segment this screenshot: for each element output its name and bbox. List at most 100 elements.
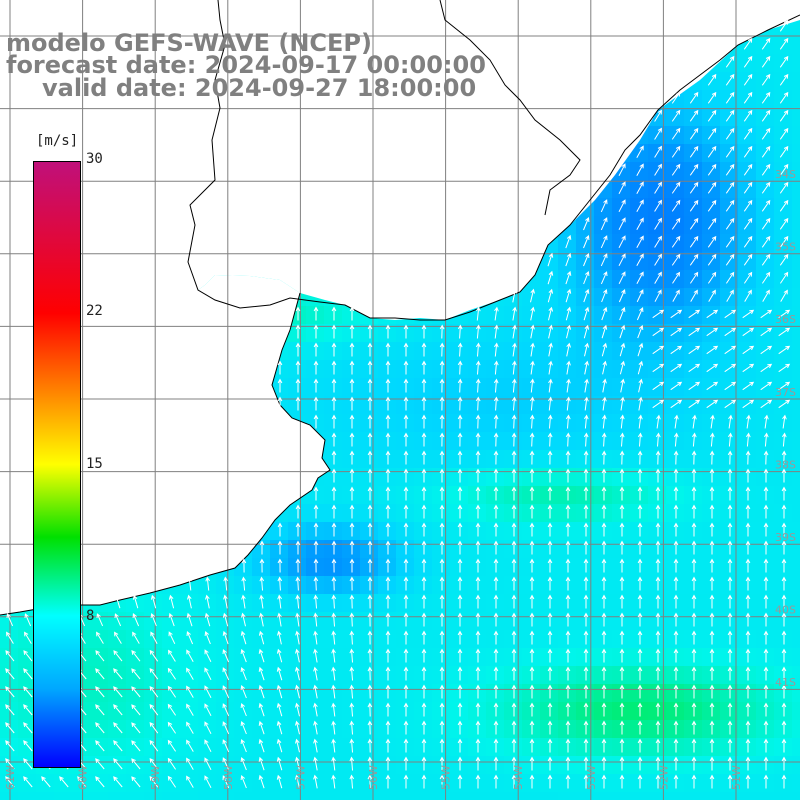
wind-speed-cell [612,702,631,721]
wind-arrow [619,306,626,321]
wind-arrow [636,163,644,176]
wind-arrow [493,486,499,501]
wind-speed-cell [666,594,685,613]
wind-arrow [241,594,246,609]
wind-speed-cell [720,630,739,649]
wind-arrow [619,684,625,699]
wind-speed-cell [180,648,199,667]
wind-speed-cell [126,666,145,685]
wind-speed-cell [792,594,800,613]
wind-speed-cell [198,702,217,721]
wind-speed-cell [648,630,667,649]
wind-arrow [637,486,643,501]
wind-speed-cell [540,792,559,800]
wind-arrow [475,396,481,411]
wind-arrow [673,432,679,447]
wind-arrow [673,774,679,789]
wind-arrow [707,73,717,86]
wind-arrow [457,522,463,537]
wind-speed-cell [270,756,289,775]
wind-speed-cell [738,504,757,523]
wind-arrow [547,756,553,771]
wind-arrow [638,414,643,429]
wind-speed-cell [792,108,800,127]
wind-speed-cell [162,630,181,649]
wind-speed-cell [540,504,559,523]
wind-arrow [724,309,737,319]
wind-arrow [113,686,123,698]
wind-speed-cell [594,486,613,505]
wind-arrow [240,667,247,681]
wind-arrow [673,684,679,699]
wind-arrow [475,504,481,519]
wind-speed-cell [486,414,505,433]
wind-arrow [149,685,159,698]
wind-arrow [529,522,535,537]
wind-arrow [258,666,265,681]
wind-speed-cell [594,738,613,757]
wind-arrow [167,721,177,734]
wind-arrow [602,378,607,393]
wind-arrow [725,109,735,122]
wind-arrow [277,558,283,573]
wind-arrow [637,522,643,537]
wind-speed-cell [450,648,469,667]
wind-speed-cell [612,522,631,541]
wind-arrow [779,145,789,158]
wind-arrow [475,342,481,357]
wind-speed-cell [630,576,649,595]
wind-speed-cell [378,684,397,703]
wind-speed-cell [252,630,271,649]
wind-speed-cell [792,684,800,703]
wind-speed-cell [18,630,37,649]
wind-speed-cell [162,756,181,775]
wind-arrow [295,324,301,339]
wind-arrow [493,342,499,357]
wind-arrow [548,378,553,393]
wind-arrow [691,720,697,735]
wind-arrow [295,594,301,609]
wind-arrow [439,738,445,753]
wind-arrow [367,594,373,609]
wind-arrow [763,540,769,555]
wind-speed-cell [504,792,523,800]
wind-arrow [709,522,715,537]
wind-speed-cell [450,630,469,649]
wind-speed-cell [234,792,253,800]
wind-speed-cell [792,720,800,739]
wind-speed-cell [450,414,469,433]
wind-arrow [439,486,445,501]
wind-speed-cell [792,234,800,253]
wind-arrow [385,396,391,411]
wind-speed-cell [360,432,379,451]
wind-speed-cell [486,792,505,800]
wind-speed-cell [342,576,361,595]
wind-speed-cell [774,648,793,667]
wind-speed-cell [738,594,757,613]
wind-arrow [529,630,535,645]
wind-arrow [113,758,123,770]
wind-speed-cell [666,450,685,469]
wind-arrow [745,540,751,555]
wind-arrow [113,668,123,680]
wind-speed-cell [540,774,559,793]
wind-speed-cell [522,756,541,775]
wind-arrow [761,127,771,140]
wind-speed-cell [342,378,361,397]
wind-arrow [295,306,301,321]
wind-speed-cell [594,522,613,541]
wind-speed-cell [630,702,649,721]
wind-speed-cell [450,450,469,469]
wind-arrow [421,414,427,429]
wind-arrow [403,450,409,465]
wind-arrow [331,702,336,717]
wind-speed-cell [486,396,505,415]
wind-speed-cell [342,486,361,505]
wind-speed-cell [486,486,505,505]
wind-speed-cell [684,342,703,361]
wind-arrow [421,540,427,555]
wind-arrow [763,486,769,501]
wind-speed-cell [630,504,649,523]
wind-arrow [530,360,535,375]
wind-arrow [619,702,625,717]
